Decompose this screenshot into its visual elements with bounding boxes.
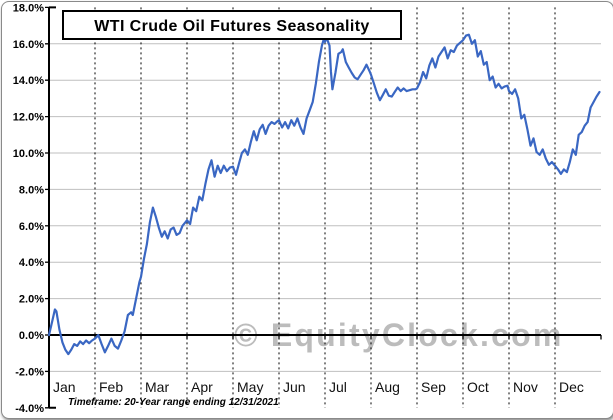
x-axis-label: Jul [329,379,347,395]
x-axis-label: Sep [421,379,446,395]
chart-title-box: WTI Crude Oil Futures Seasonality [62,10,402,40]
x-axis-label: Nov [513,379,538,395]
timeframe-footnote: Timeframe: 20-Year range ending 12/31/20… [68,397,279,408]
y-axis-label: 8.0% [19,184,44,196]
x-axis-label: Aug [375,379,400,395]
x-axis-label: Dec [559,379,584,395]
chart-title-border [62,10,402,40]
y-axis-label: 16.0% [13,39,44,51]
seasonality-line [47,33,601,356]
chart-title: WTI Crude Oil Futures Seasonality [94,18,369,35]
x-axis-label: Feb [99,379,123,395]
x-axis-label: May [237,379,263,395]
x-axis-label: Apr [191,379,213,395]
x-axis-label: Mar [145,379,169,395]
y-axis-label: 6.0% [19,221,44,233]
y-axis-label: 0.0% [19,330,44,342]
y-axis-label: 4.0% [19,257,44,269]
y-axis-label: -4.0% [15,403,44,415]
y-axis-label: 18.0% [13,2,44,14]
y-axis-label: 14.0% [13,75,44,87]
x-axis-label: Jan [53,379,76,395]
y-axis-label: 2.0% [19,294,44,306]
x-axis-label: Jun [283,379,306,395]
x-axis-label: Oct [467,379,489,395]
y-axis-label: 12.0% [13,112,44,124]
y-axis-label: -2.0% [15,366,44,378]
y-axis-label: 10.0% [13,148,44,160]
